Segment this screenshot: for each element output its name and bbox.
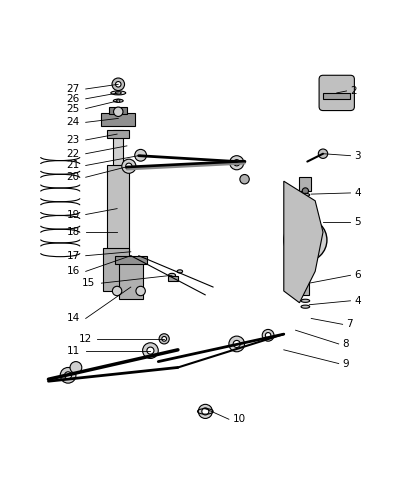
Ellipse shape: [177, 270, 182, 273]
Text: 17: 17: [67, 251, 80, 261]
Circle shape: [295, 230, 315, 250]
Circle shape: [233, 340, 240, 348]
Circle shape: [229, 156, 244, 170]
Circle shape: [64, 372, 71, 379]
Circle shape: [60, 368, 76, 383]
Circle shape: [70, 361, 82, 373]
Bar: [107, 130, 129, 138]
Bar: [109, 107, 127, 115]
Ellipse shape: [301, 299, 310, 302]
Bar: [119, 260, 143, 299]
Bar: [299, 177, 311, 191]
Text: 14: 14: [67, 313, 80, 324]
Text: 21: 21: [67, 160, 80, 170]
Text: 22: 22: [67, 149, 80, 159]
Text: 5: 5: [354, 217, 361, 228]
Circle shape: [117, 99, 120, 102]
Circle shape: [302, 188, 308, 194]
Text: 10: 10: [233, 414, 246, 424]
FancyBboxPatch shape: [319, 75, 354, 110]
Bar: [301, 276, 309, 295]
Circle shape: [198, 404, 213, 419]
Text: 15: 15: [82, 278, 96, 288]
Text: 23: 23: [67, 135, 80, 145]
Ellipse shape: [111, 91, 126, 95]
Circle shape: [229, 336, 245, 352]
Circle shape: [162, 336, 167, 341]
Polygon shape: [284, 181, 323, 303]
Text: 19: 19: [67, 209, 80, 219]
Bar: [103, 248, 129, 291]
Text: 4: 4: [354, 188, 361, 198]
Circle shape: [115, 82, 121, 87]
Ellipse shape: [115, 92, 121, 94]
Circle shape: [143, 343, 158, 359]
Text: 8: 8: [342, 339, 349, 349]
Text: 27: 27: [67, 84, 80, 94]
Bar: [107, 166, 129, 252]
Ellipse shape: [301, 305, 310, 308]
Text: 9: 9: [342, 359, 349, 369]
Bar: [113, 130, 123, 177]
Circle shape: [284, 218, 327, 262]
Circle shape: [262, 329, 274, 341]
Text: 3: 3: [354, 151, 361, 161]
Bar: [102, 112, 135, 126]
Bar: [115, 256, 147, 264]
Text: 24: 24: [67, 117, 80, 127]
Circle shape: [122, 159, 136, 173]
Bar: [168, 276, 178, 281]
Circle shape: [202, 408, 209, 415]
Circle shape: [126, 163, 132, 169]
Text: 4: 4: [354, 296, 361, 306]
Text: 11: 11: [67, 346, 80, 356]
Text: 26: 26: [67, 94, 80, 104]
Text: 25: 25: [67, 104, 80, 114]
Text: 7: 7: [346, 319, 353, 329]
Circle shape: [159, 334, 169, 344]
Circle shape: [112, 78, 124, 91]
Ellipse shape: [113, 99, 123, 102]
Ellipse shape: [169, 273, 175, 277]
Circle shape: [233, 159, 240, 166]
Circle shape: [147, 347, 154, 354]
Circle shape: [240, 175, 249, 184]
Ellipse shape: [301, 193, 310, 196]
Circle shape: [136, 286, 145, 296]
Text: 16: 16: [67, 266, 80, 276]
Text: 6: 6: [354, 270, 361, 280]
Circle shape: [318, 149, 328, 158]
Bar: [323, 93, 350, 99]
Text: 2: 2: [350, 86, 357, 96]
Circle shape: [265, 333, 271, 338]
Text: 18: 18: [67, 227, 80, 237]
Circle shape: [113, 286, 122, 296]
Text: 12: 12: [78, 334, 92, 344]
Text: 20: 20: [67, 172, 80, 182]
Circle shape: [114, 107, 123, 117]
Circle shape: [135, 149, 147, 161]
